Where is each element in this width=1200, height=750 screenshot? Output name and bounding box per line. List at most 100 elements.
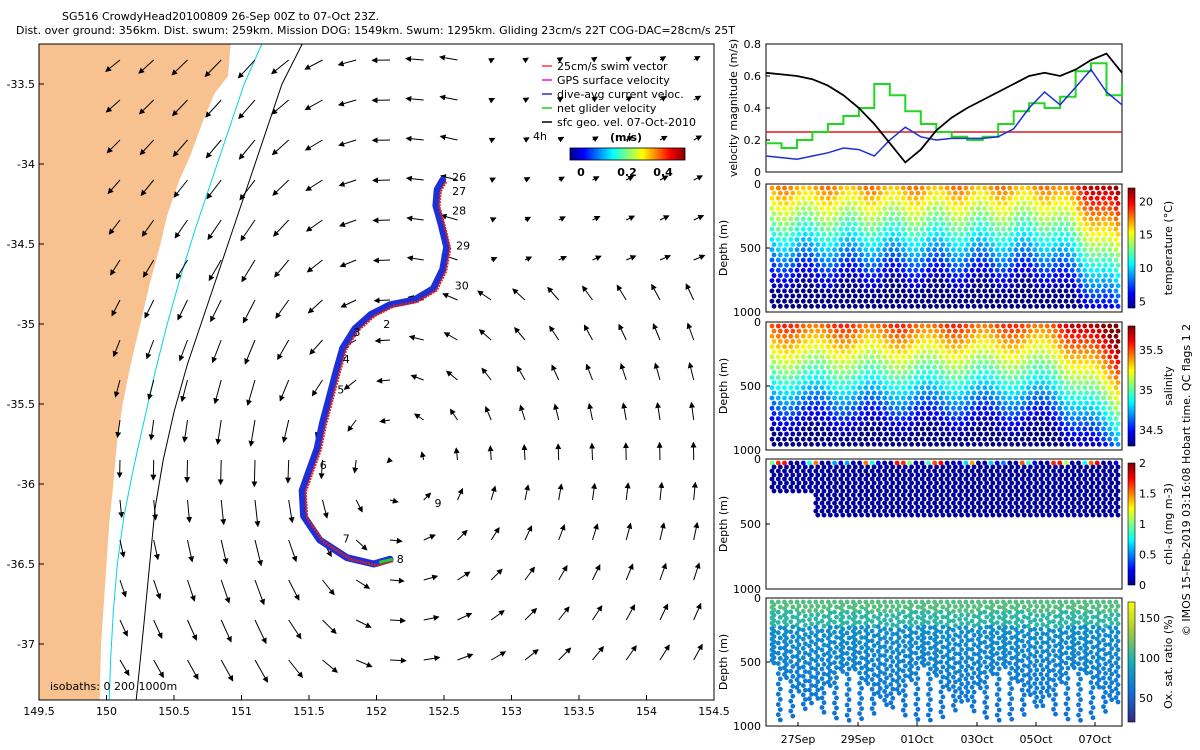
oxygen-sample-dot: [896, 667, 902, 672]
salinity-sample-dot: [796, 390, 802, 396]
temperature-sample-dot: [1088, 267, 1094, 273]
oxygen-sample-dot: [832, 680, 837, 686]
temperature-sample-dot: [969, 278, 975, 283]
velocity-vector: [551, 364, 560, 381]
oxygen-sample-dot: [832, 670, 837, 676]
temperature-sample-dot: [800, 226, 806, 232]
velocity-vector: [281, 419, 290, 443]
velocity-vector: [558, 216, 566, 222]
salinity-sample-dot: [796, 339, 802, 344]
salinity-sample-dot: [1115, 390, 1121, 396]
temperature-sample-dot: [1090, 303, 1096, 309]
temperature-sample-dot: [957, 195, 962, 201]
oxygen-sample-dot: [1051, 677, 1056, 683]
oxygen-sample-dot: [894, 679, 900, 684]
temperature-sample-dot: [1034, 252, 1040, 258]
temperature-sample-dot: [996, 201, 1002, 206]
chla-sample-dot: [978, 504, 983, 510]
temperature-sample-dot: [775, 237, 781, 242]
oxygen-sample-dot: [996, 687, 1002, 692]
oxygen-sample-dot: [869, 657, 875, 663]
oxygen-sample-dot: [1059, 603, 1065, 608]
temperature-sample-dot: [946, 201, 952, 206]
chla-sample-dot: [813, 500, 819, 506]
temperature-sample-dot: [863, 257, 869, 263]
velocity-vector: [439, 54, 458, 61]
oxygen-sample-dot: [1040, 631, 1046, 636]
temperature-sample-dot: [1051, 247, 1056, 253]
temperature-sample-dot: [775, 206, 781, 212]
salinity-sample-dot: [857, 375, 862, 380]
velocity-vector: [522, 97, 530, 104]
chla-sample-dot: [1096, 472, 1102, 478]
salinity-sample-dot: [875, 405, 881, 411]
day-label: 9: [435, 497, 442, 510]
salinity-sample-dot: [1013, 416, 1019, 421]
temperature-sample-dot: [896, 190, 902, 196]
oxygen-sample-dot: [794, 630, 800, 636]
temperature-sample-dot: [857, 237, 862, 242]
chla-sample-dot: [1003, 464, 1008, 470]
oxygen-sample-dot: [802, 641, 808, 647]
temperature-sample-dot: [953, 211, 958, 217]
salinity-sample-dot: [959, 421, 964, 427]
oxygen-sample-dot: [875, 648, 881, 654]
oxygen-sample-dot: [890, 686, 896, 692]
temperature-sample-dot: [775, 288, 781, 294]
velocity-vector: [410, 374, 424, 381]
temperature-sample-dot: [926, 257, 931, 263]
salinity-sample-dot: [1013, 395, 1019, 401]
chla-sample-dot: [819, 468, 825, 474]
temperature-sample-dot: [809, 252, 814, 258]
velocity-vector: [254, 659, 268, 683]
oxygen-sample-dot: [859, 614, 864, 620]
temperature-sample-dot: [788, 237, 794, 242]
salinity-sample-dot: [784, 359, 789, 365]
oxygen-sample-dot: [846, 717, 852, 723]
chla-sample-dot: [1053, 472, 1058, 478]
temperature-sample-dot: [1046, 303, 1052, 309]
oxygen-sample-dot: [827, 625, 833, 630]
temperature-sample-dot: [1076, 237, 1081, 242]
temperature-sample-dot: [1032, 206, 1038, 212]
oxygen-sample-dot: [953, 641, 958, 647]
oxygen-sample-dot: [796, 673, 802, 679]
velocity-vector: [490, 526, 500, 541]
temperature-sample-dot: [915, 262, 921, 268]
temperature-sample-dot: [1059, 190, 1065, 196]
oxygen-sample-dot: [1057, 634, 1063, 640]
oxygen-sample-dot: [902, 653, 908, 659]
salinity-sample-dot: [1063, 323, 1069, 329]
temperature-sample-dot: [809, 201, 814, 206]
chla-sample-dot: [1019, 492, 1025, 498]
oxygen-sample-dot: [900, 629, 906, 634]
velocity-vector: [691, 481, 698, 501]
chla-sample-dot: [940, 512, 946, 518]
chla-sample-dot: [827, 480, 833, 486]
salinity-sample-dot: [1001, 426, 1006, 432]
temperature-sample-dot: [884, 293, 889, 299]
temperature-sample-dot: [1001, 237, 1006, 242]
oxygen-sample-dot: [1044, 615, 1050, 621]
salinity-sample-dot: [988, 375, 994, 380]
temperature-sample-dot: [944, 298, 950, 304]
salinity-sample-dot: [1038, 375, 1044, 380]
temperature-sample-dot: [965, 273, 971, 278]
temperature-sample-dot: [1115, 283, 1121, 289]
salinity-sample-dot: [1082, 426, 1088, 432]
velocity-vector: [686, 322, 695, 341]
oxygen-sample-dot: [1034, 631, 1040, 637]
oxygen-sample-dot: [809, 700, 814, 706]
chla-sample-dot: [896, 464, 902, 470]
salinity-sample-dot: [1063, 436, 1069, 442]
oxygen-sample-dot: [794, 685, 800, 690]
oxygen-sample-dot: [1021, 633, 1027, 639]
salinity-sample-dot: [1071, 369, 1077, 375]
temperature-sample-dot: [821, 211, 827, 217]
salinity-sample-dot: [821, 411, 827, 416]
oxygen-sample-dot: [788, 619, 794, 625]
salinity-sample-dot: [984, 380, 990, 385]
oxygen-sample-dot: [1053, 643, 1058, 649]
oxygen-sample-dot: [882, 653, 887, 658]
chla-sample-dot: [1096, 464, 1102, 470]
